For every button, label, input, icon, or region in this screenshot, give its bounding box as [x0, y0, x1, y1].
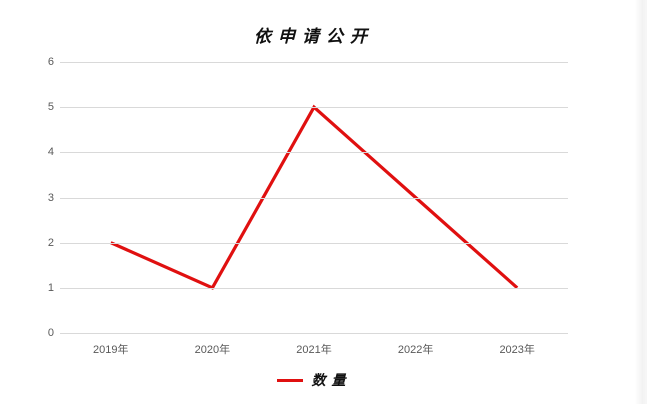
y-axis-tick-label: 0 — [47, 327, 54, 339]
gridline — [60, 152, 568, 154]
y-axis-tick-label: 1 — [47, 281, 54, 294]
x-axis-tick-label: 2020年 — [194, 344, 231, 356]
legend-series-label: 数量 — [311, 373, 352, 389]
x-axis-tick-label: 2022年 — [397, 344, 434, 356]
y-axis-tick-label: 4 — [47, 146, 54, 159]
y-axis-tick-label: 5 — [47, 101, 54, 114]
right-edge-shadow — [635, 0, 647, 404]
x-axis-tick-label: 2023年 — [499, 344, 535, 356]
gridline — [60, 287, 568, 289]
chart-title: 依申请公开 — [254, 27, 374, 47]
plot-area — [60, 62, 568, 334]
gridline — [60, 107, 568, 109]
gridline — [60, 333, 568, 334]
x-axis-tick-label: 2021年 — [296, 344, 332, 356]
gridline — [60, 242, 568, 244]
y-axis-tick-label: 3 — [47, 191, 54, 204]
gridline — [60, 197, 568, 199]
legend-line-swatch — [276, 378, 303, 382]
y-axis-tick-label: 2 — [47, 236, 54, 249]
legend: 数量 — [60, 370, 568, 390]
y-axis-tick-label: 6 — [47, 56, 54, 68]
gridline — [60, 62, 568, 63]
x-axis-tick-label: 2019年 — [93, 344, 129, 356]
